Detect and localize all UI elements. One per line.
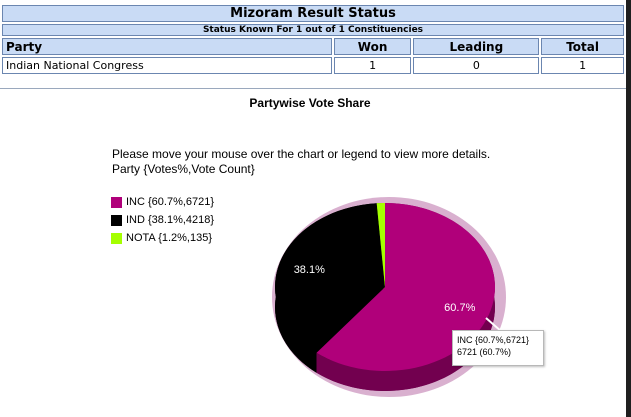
legend-swatch-nota xyxy=(111,232,122,244)
pie-slice-inc[interactable] xyxy=(316,203,495,372)
legend-label-nota: NOTA {1.2%,135} xyxy=(126,232,213,244)
chart-hint: Please move your mouse over the chart or… xyxy=(112,147,490,177)
column-header-total: Total xyxy=(541,38,624,55)
pie-slice-wall-inc xyxy=(316,203,495,391)
pie-slice-nota[interactable] xyxy=(376,203,385,287)
table-title: Mizoram Result Status xyxy=(2,5,624,22)
pie-data-label-ind: 38.1% xyxy=(294,264,325,276)
legend-item-ind[interactable]: IND {38.1%,4218} xyxy=(111,211,214,229)
cell-leading: 0 xyxy=(413,57,540,74)
table-row: Indian National Congress 1 0 1 xyxy=(2,57,624,74)
window-frame-edge xyxy=(626,0,631,417)
column-header-leading: Leading xyxy=(413,38,540,55)
legend-label-ind: IND {38.1%,4218} xyxy=(126,214,215,226)
tooltip-line-1: INC {60.7%,6721} xyxy=(457,335,530,345)
legend-swatch-ind xyxy=(111,214,122,226)
tooltip-line-2: 6721 (60.7%) xyxy=(457,347,512,357)
legend-item-nota[interactable]: NOTA {1.2%,135} xyxy=(111,229,214,247)
section-divider xyxy=(0,88,626,89)
tooltip-pointer xyxy=(485,317,503,333)
hint-line-1: Please move your mouse over the chart or… xyxy=(112,147,491,161)
chart-legend: INC {60.7%,6721} IND {38.1%,4218} NOTA {… xyxy=(111,193,214,247)
cell-party: Indian National Congress xyxy=(2,57,332,74)
cell-won: 1 xyxy=(333,57,412,74)
table-subtitle: Status Known For 1 out of 1 Constituenci… xyxy=(2,24,624,36)
legend-swatch-inc xyxy=(111,196,122,208)
column-header-won: Won xyxy=(333,38,412,55)
hint-line-2: Party {Votes%,Vote Count} xyxy=(112,162,255,176)
chart-tooltip: INC {60.7%,6721} 6721 (60.7%) xyxy=(452,330,544,366)
column-header-party: Party xyxy=(2,38,332,55)
cell-total: 1 xyxy=(541,57,624,74)
pie-slice-ind[interactable] xyxy=(274,203,385,353)
legend-item-inc[interactable]: INC {60.7%,6721} xyxy=(111,193,214,211)
result-status-table: Mizoram Result Status Status Known For 1… xyxy=(0,3,626,76)
pie-data-label-inc: 60.7% xyxy=(444,302,475,314)
chart-title: Partywise Vote Share xyxy=(249,96,371,110)
legend-label-inc: INC {60.7%,6721} xyxy=(126,196,215,208)
